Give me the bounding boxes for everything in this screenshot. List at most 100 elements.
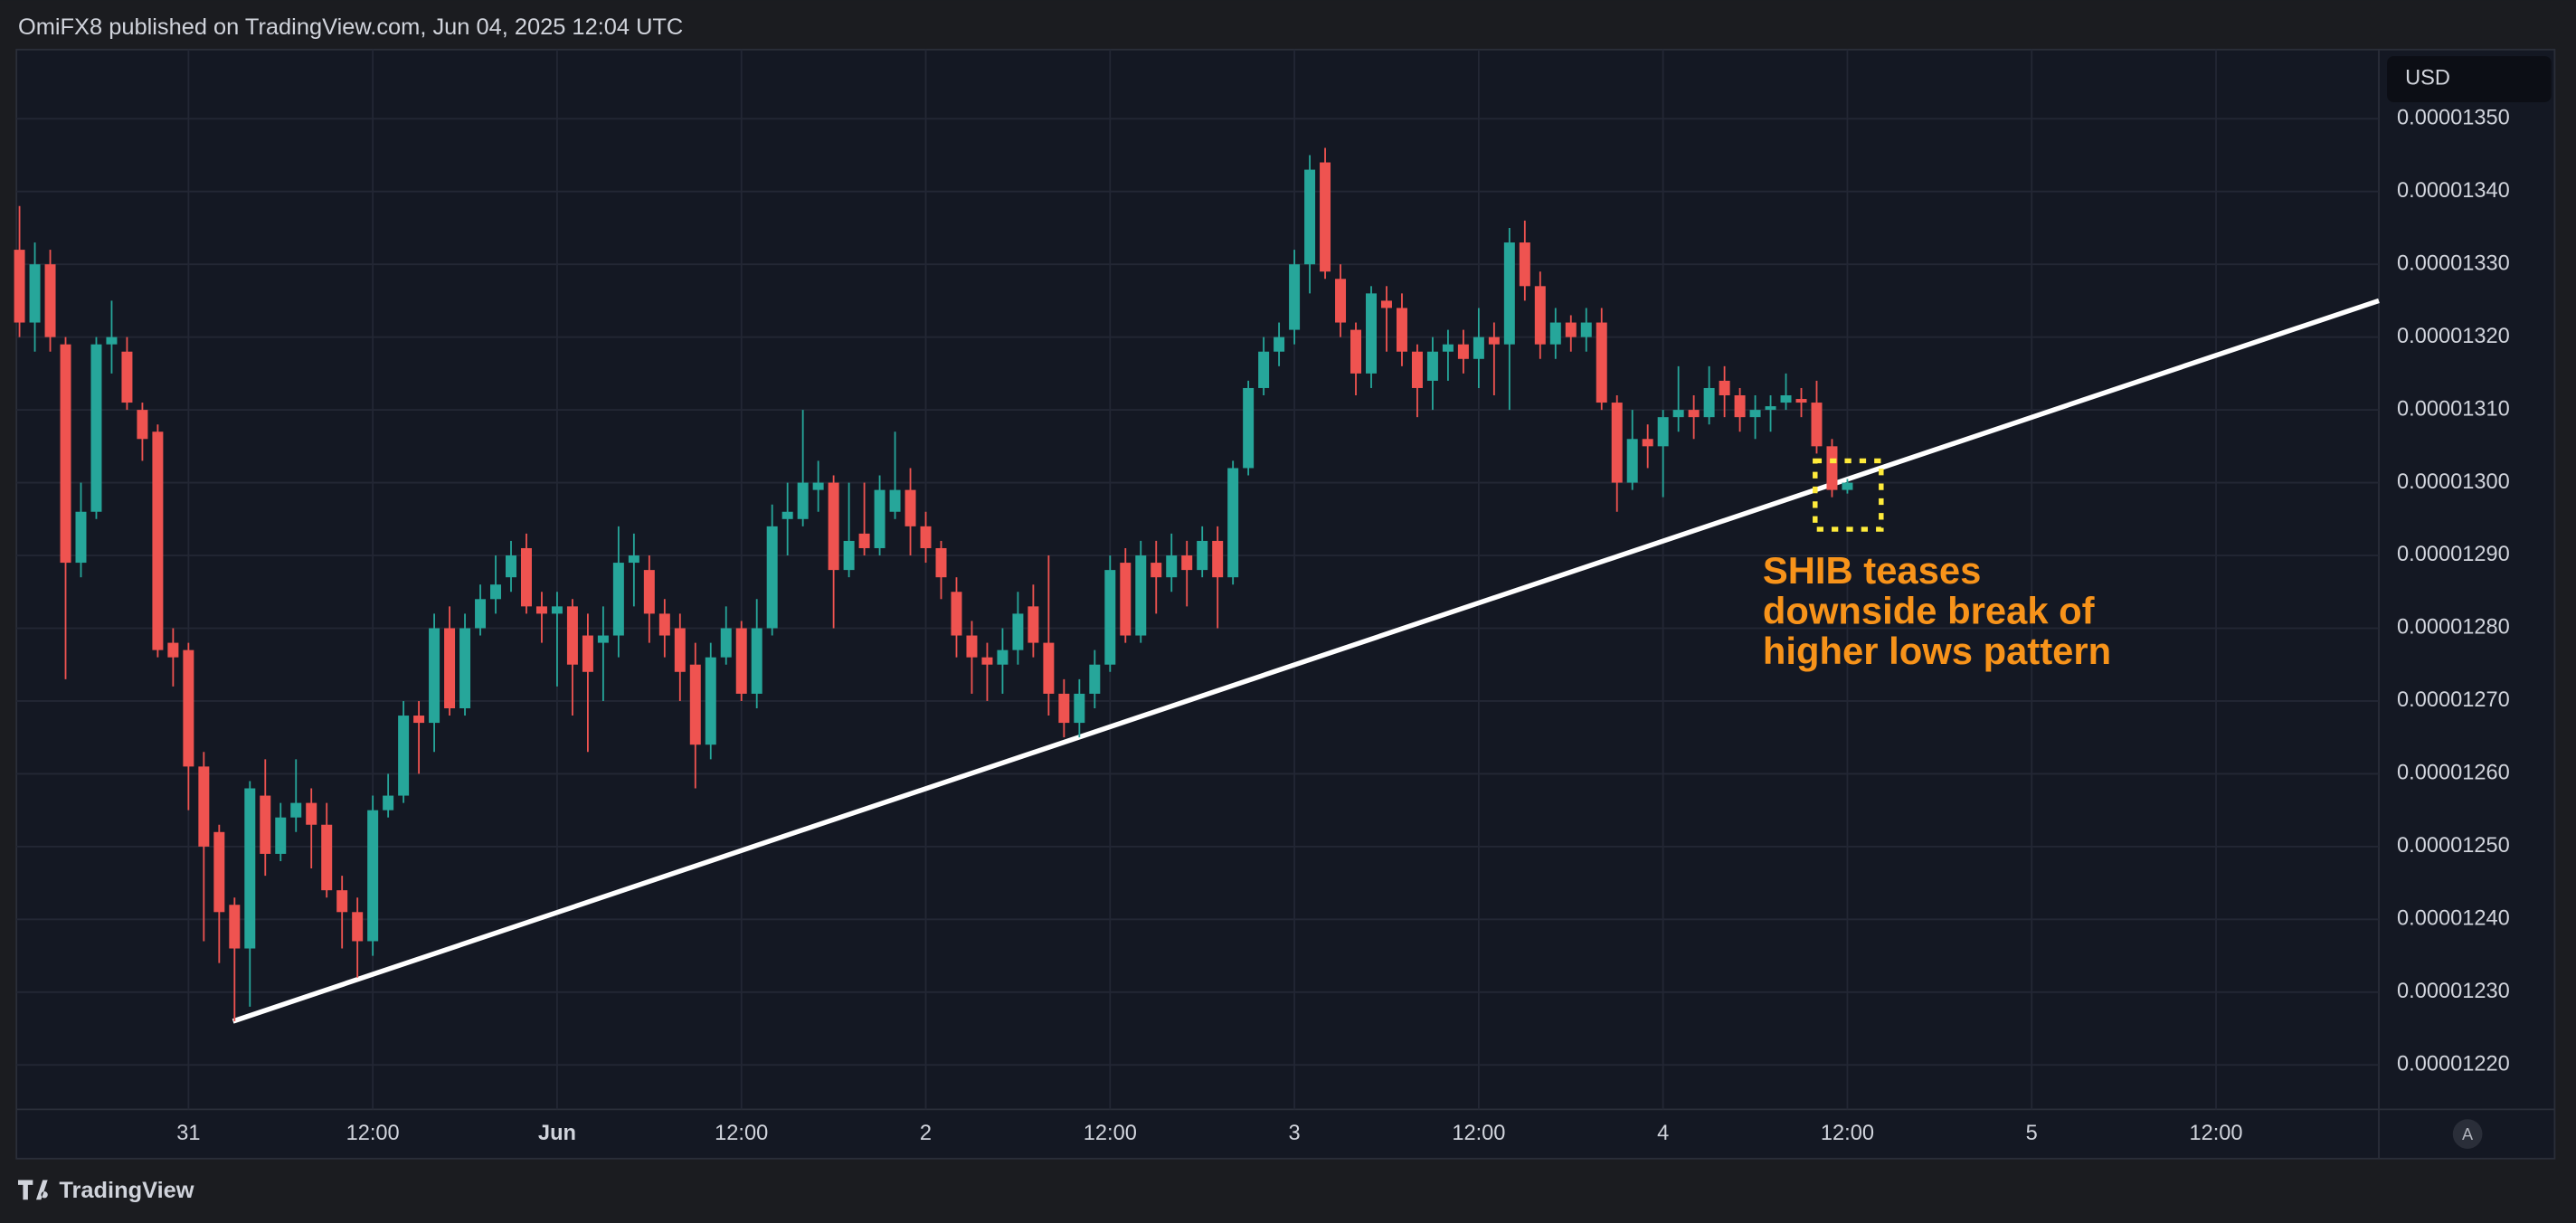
candle-body: [1074, 693, 1085, 724]
candle-body: [1688, 410, 1700, 418]
highlight-box: [1813, 458, 1884, 532]
candle-body: [1749, 410, 1761, 418]
footer-logo: [17, 1180, 48, 1200]
candle-body: [1442, 344, 1454, 352]
candle-body: [1350, 329, 1362, 374]
y-tick-label: 0.00001260: [2397, 762, 2510, 785]
candle-body: [1396, 308, 1407, 352]
candle-body: [1304, 169, 1316, 265]
annotation: downside break of: [1763, 590, 2095, 632]
y-tick-label: 0.00001230: [2397, 980, 2510, 1003]
candle-body: [275, 817, 287, 854]
candle-body: [1058, 693, 1070, 724]
candle-body: [828, 482, 839, 571]
candle-body: [628, 555, 639, 564]
candle-body: [904, 489, 916, 526]
candle-body: [106, 337, 118, 345]
candle-body: [352, 912, 364, 942]
candle-body: [1826, 446, 1838, 490]
candle-body: [121, 351, 133, 403]
candle-body: [1611, 403, 1623, 483]
candle-body: [1012, 613, 1024, 650]
x-tick-label: 12:00: [1452, 1122, 1505, 1145]
candle-body: [720, 628, 732, 658]
x-tick-label: Jun: [538, 1122, 576, 1145]
candle-body: [797, 482, 809, 519]
auto-button[interactable]: [2452, 1119, 2483, 1149]
x-tick-label: 12:00: [1821, 1122, 1874, 1145]
candle-body: [1473, 337, 1484, 359]
y-tick-label: 0.00001290: [2397, 543, 2510, 566]
candle-body: [60, 344, 71, 564]
candle-body: [766, 526, 778, 629]
candle-body: [1335, 279, 1347, 323]
auto-button-label: A: [2462, 1125, 2474, 1143]
chart-frame: [15, 48, 2556, 1160]
candle-body: [14, 250, 25, 323]
candle-body: [582, 635, 593, 672]
candle-body: [1289, 264, 1301, 330]
y-tick-label: 0.00001300: [2397, 470, 2510, 494]
candle-body: [505, 555, 516, 578]
candle-body: [1104, 570, 1116, 665]
candle-body: [475, 599, 487, 629]
candle-body: [1151, 563, 1162, 578]
candle-body: [781, 511, 793, 519]
candle-body: [1258, 351, 1270, 388]
currency: USD: [2405, 67, 2450, 90]
x-tick-label: 4: [1657, 1122, 1669, 1145]
candle-body: [429, 628, 440, 724]
y-tick-label: 0.00001280: [2397, 616, 2510, 640]
candle-body: [1274, 337, 1285, 352]
candle-body: [1842, 482, 1853, 490]
annotation: higher lows pattern: [1763, 630, 2111, 672]
candle-body: [612, 563, 624, 636]
candle-body: [1565, 322, 1577, 337]
candle-body: [874, 489, 886, 548]
candle-body: [1534, 286, 1546, 345]
x-tick-label: 2: [920, 1122, 932, 1145]
candle-body: [1411, 351, 1423, 388]
candle-body: [535, 606, 547, 614]
candle-body: [1181, 555, 1193, 571]
candle-body: [1719, 380, 1730, 396]
candle-body: [167, 642, 179, 658]
candle-body: [75, 511, 87, 564]
candle-body: [1765, 406, 1776, 411]
candle-body: [398, 716, 410, 796]
candle-body: [674, 628, 686, 672]
candle-body: [229, 905, 241, 949]
candle-body: [306, 802, 317, 825]
candle-body: [152, 431, 164, 650]
candle-body: [1811, 403, 1823, 447]
candle-body: [1366, 293, 1377, 374]
candle-body: [1488, 337, 1500, 345]
candle-body: [1166, 555, 1178, 578]
candle-body: [951, 592, 962, 636]
x-tick-label: 12:00: [2189, 1122, 2242, 1145]
candle-body: [858, 533, 870, 548]
trendline: [232, 298, 2380, 1024]
candle-body: [1135, 555, 1147, 636]
candle-body: [735, 628, 747, 694]
candle-body: [1703, 387, 1715, 418]
candle-body: [459, 628, 471, 708]
candle-body: [981, 657, 993, 665]
candle-body: [1780, 395, 1792, 403]
candle-body: [198, 766, 210, 847]
candle-body: [490, 584, 502, 600]
candle-body: [658, 613, 670, 636]
candle-body: [213, 831, 225, 913]
candle-body: [1120, 563, 1132, 636]
candle-body: [1580, 322, 1592, 337]
candle-body: [1795, 399, 1807, 403]
candle-body: [413, 716, 425, 724]
candle-body: [843, 540, 855, 571]
candle-body: [751, 628, 762, 694]
y-tick-label: 0.00001330: [2397, 251, 2510, 275]
currency-box[interactable]: [2387, 56, 2552, 102]
annotation: SHIB teases: [1763, 549, 1981, 592]
x-tick-label: 12:00: [346, 1122, 400, 1145]
